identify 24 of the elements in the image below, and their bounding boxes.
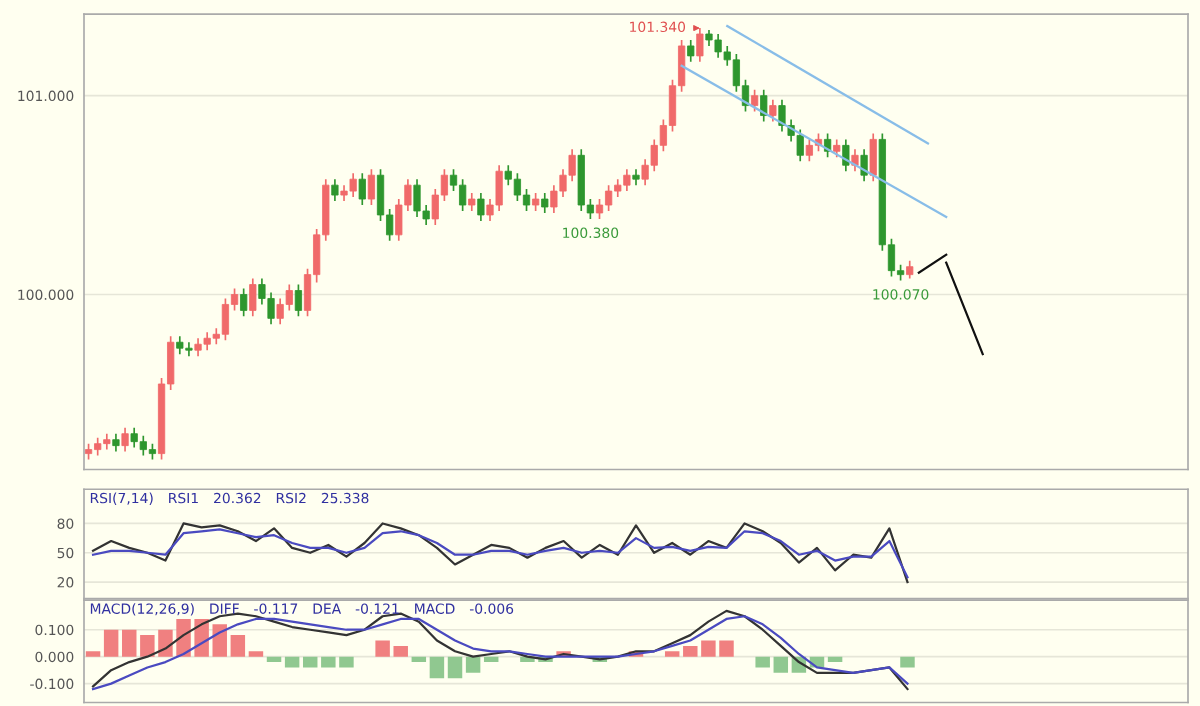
bar <box>122 629 137 657</box>
bar <box>103 629 119 657</box>
bar <box>248 651 264 657</box>
candlestick <box>595 198 604 220</box>
bar <box>664 651 680 657</box>
bar <box>302 656 318 668</box>
bar <box>773 656 789 673</box>
candlestick <box>477 192 485 222</box>
bar <box>284 656 300 668</box>
bar <box>429 656 445 679</box>
bar <box>900 656 915 668</box>
bar <box>411 656 427 663</box>
bar <box>465 656 481 673</box>
bar <box>827 656 843 663</box>
bar <box>483 656 499 663</box>
candlestick <box>687 39 695 63</box>
bar <box>230 635 246 657</box>
candlestick <box>541 192 549 214</box>
bar <box>755 656 770 668</box>
bar <box>85 651 101 657</box>
bar <box>447 656 463 679</box>
bar <box>266 656 282 663</box>
candlestick <box>331 178 339 202</box>
candlestick <box>468 192 476 212</box>
